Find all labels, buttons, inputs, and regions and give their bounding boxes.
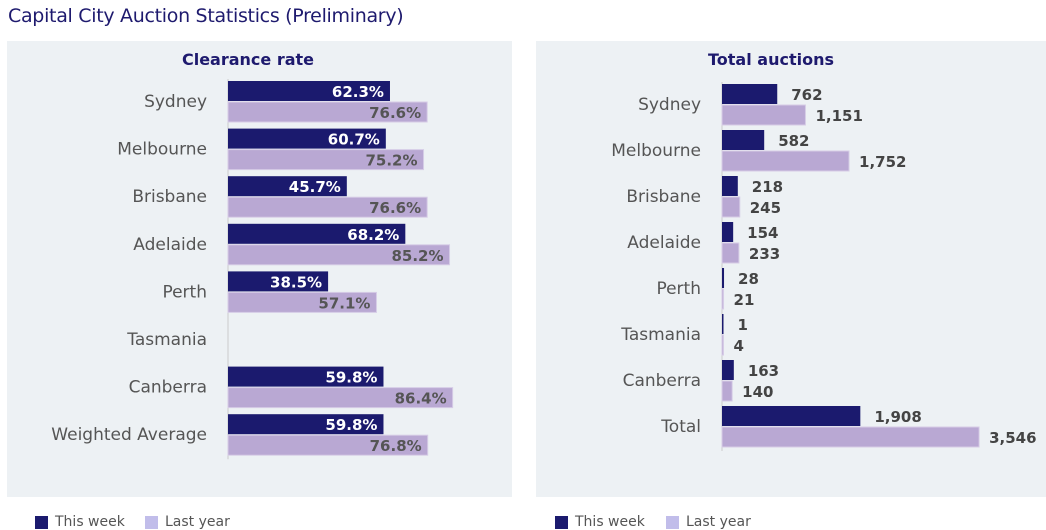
data-label: 4: [734, 337, 744, 355]
clearance-rate-chart: Clearance rate Sydney 62.3% 76.6% Melbourne 6…: [51, 50, 454, 460]
data-label: 57.1%: [318, 294, 370, 312]
bar-this-week: [722, 406, 861, 426]
data-label: 245: [750, 199, 781, 217]
chart-title: Clearance rate: [182, 50, 314, 69]
bar-last-year: [721, 104, 806, 126]
category-label: Brisbane: [132, 187, 207, 207]
bar-last-year: [721, 288, 725, 310]
bar-last-year: [227, 291, 377, 313]
category-label: Canberra: [623, 371, 701, 391]
category-label: Perth: [656, 279, 701, 299]
total-auctions-chart: Total auctions Sydney 762 1,151 Melbourne 582…: [611, 50, 1037, 451]
bar-last-year: [721, 380, 733, 402]
category-label: Melbourne: [611, 141, 701, 161]
legend-swatch-this-week: [35, 515, 48, 529]
legend-swatch-last-year: [145, 515, 158, 529]
bar-last-year: [721, 242, 740, 264]
category-label: Sydney: [638, 95, 701, 115]
data-label: 1,908: [874, 408, 921, 426]
bar-this-week: [228, 271, 329, 292]
bar-this-week: [228, 81, 390, 101]
category-label: Total: [660, 417, 701, 437]
category-label: Perth: [162, 282, 207, 302]
data-label: 582: [778, 132, 809, 150]
data-label: 59.8%: [325, 416, 377, 434]
bar-last-year: [227, 387, 454, 409]
data-label: 762: [791, 86, 822, 104]
legend-label: Last year: [686, 514, 751, 530]
data-label: 59.8%: [325, 369, 377, 387]
data-label: 140: [742, 383, 773, 401]
data-label: 233: [749, 245, 780, 263]
bar-this-week: [722, 176, 738, 196]
legend-swatch-this-week: [555, 515, 568, 529]
clearance-rate-panel: Clearance rate Sydney 62.3% 76.6% Melbourne 6…: [7, 41, 512, 530]
bar-this-week: [228, 414, 384, 435]
bar-last-year: [721, 150, 850, 172]
bar-this-week: [722, 360, 734, 380]
legend-last-year: Last year: [145, 514, 230, 530]
bar-last-year: [227, 244, 451, 266]
data-label: 1: [738, 316, 748, 334]
bar-last-year: [721, 334, 724, 356]
legend-label: This week: [55, 514, 125, 530]
page-title: Capital City Auction Statistics (Prelimi…: [8, 5, 404, 27]
legend-this-week: This week: [555, 514, 645, 530]
data-label: 154: [747, 224, 778, 242]
legend-last-year: Last year: [666, 514, 751, 530]
bar-this-week: [228, 223, 406, 244]
category-label: Canberra: [129, 378, 207, 398]
category-label: Tasmania: [126, 330, 207, 350]
category-label: Adelaide: [627, 233, 701, 253]
data-label: 163: [748, 362, 779, 380]
bar-last-year: [227, 101, 428, 123]
bar-this-week: [722, 268, 725, 288]
category-label: Sydney: [144, 92, 207, 112]
bar-this-week: [722, 130, 765, 150]
bar-this-week: [228, 128, 386, 149]
data-label: 86.4%: [395, 390, 447, 408]
data-label: 68.2%: [347, 226, 399, 244]
category-label: Adelaide: [133, 235, 207, 255]
bar-last-year: [227, 149, 425, 171]
bar-this-week: [722, 222, 734, 242]
data-label: 3,546: [989, 429, 1036, 447]
data-label: 76.8%: [370, 437, 422, 455]
bar-last-year: [721, 426, 980, 448]
category-label: Tasmania: [620, 325, 701, 345]
data-label: 60.7%: [328, 131, 380, 149]
chart-title: Total auctions: [708, 50, 834, 69]
total-auctions-panel: Total auctions Sydney 762 1,151 Melbourne 582…: [536, 41, 1046, 530]
data-label: 45.7%: [289, 178, 341, 196]
bar-this-week: [228, 176, 347, 197]
data-label: 218: [752, 178, 783, 196]
category-label: Weighted Average: [51, 425, 207, 445]
data-label: 1,752: [859, 153, 906, 171]
data-label: 62.3%: [332, 83, 384, 101]
bar-last-year: [721, 196, 741, 218]
data-label: 85.2%: [391, 247, 443, 265]
data-label: 76.6%: [369, 104, 421, 122]
data-label: 21: [734, 291, 755, 309]
legend-swatch-last-year: [666, 515, 679, 529]
category-label: Brisbane: [626, 187, 701, 207]
bar-last-year: [227, 196, 428, 218]
data-label: 76.6%: [369, 199, 421, 217]
data-label: 28: [738, 270, 759, 288]
data-label: 38.5%: [270, 273, 322, 291]
data-label: 75.2%: [365, 152, 417, 170]
bar-this-week: [722, 314, 724, 334]
data-label: 1,151: [815, 107, 862, 125]
bar-this-week: [228, 366, 384, 387]
legend-label: This week: [575, 514, 645, 530]
category-label: Melbourne: [117, 140, 207, 160]
bar-last-year: [227, 434, 429, 456]
legend-this-week: This week: [35, 514, 125, 530]
legend-label: Last year: [165, 514, 230, 530]
bar-this-week: [722, 84, 778, 104]
